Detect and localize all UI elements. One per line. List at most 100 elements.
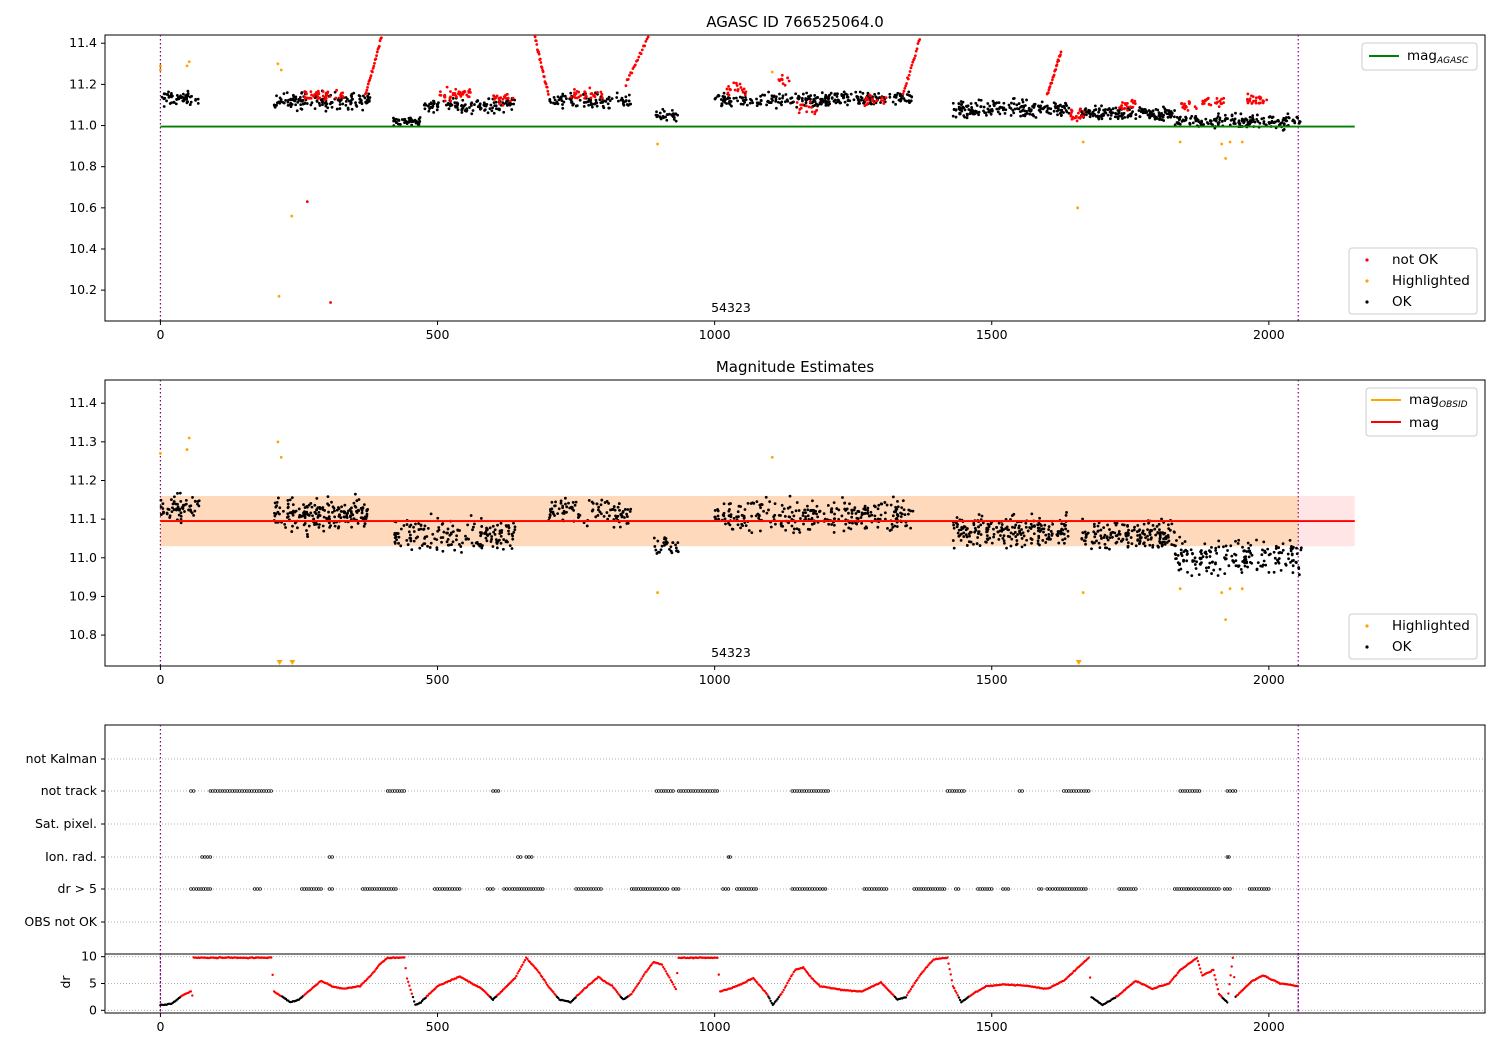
agasc-ytick-label: 10.6 [69, 200, 97, 215]
magnitude-point-ok [596, 513, 600, 517]
dr-point [407, 980, 410, 984]
magnitude-point-ok [1111, 535, 1114, 539]
agasc-point-ok [608, 106, 611, 110]
magnitude-point-ok [1276, 558, 1279, 562]
magnitude-point-ok [333, 515, 337, 519]
agasc-point-ok [404, 119, 408, 123]
dr-point [640, 977, 643, 980]
magnitude-point-ok [450, 543, 453, 546]
agasc-point-not-ok [736, 89, 740, 93]
magnitude-ytick-label: 11.2 [69, 472, 97, 487]
dr-point [595, 977, 599, 980]
magnitude-point-ok [1164, 537, 1168, 541]
agasc-point-ok [321, 100, 324, 104]
agasc-point-ok [970, 106, 974, 109]
magnitude-point-ok [1141, 531, 1144, 535]
agasc-point-ok [832, 99, 836, 103]
agasc-point-ok [1100, 117, 1104, 121]
magnitude-point-ok [1243, 555, 1246, 559]
magnitude-point-ok [855, 516, 859, 520]
agasc-point-not-ok [1047, 88, 1051, 92]
magnitude-point-ok [804, 517, 808, 521]
agasc-point-not-ok [504, 97, 508, 100]
agasc-point-not-ok [541, 70, 545, 74]
agasc-point-ok [661, 107, 665, 111]
agasc-point-ok [175, 93, 179, 97]
magnitude-point-ok [191, 495, 194, 499]
agasc-point-ok [968, 112, 972, 116]
dr-point [189, 990, 193, 993]
agasc-point-ok [273, 105, 277, 109]
agasc-point-not-ok [633, 63, 637, 67]
agasc-point-ok [194, 97, 198, 101]
magnitude-point-ok [490, 535, 494, 538]
magnitude-point-highlighted [1178, 587, 1182, 591]
agasc-point-not-ok [626, 77, 630, 81]
magnitude-point-ok [1126, 524, 1129, 528]
agasc-point-ok [318, 104, 322, 107]
magnitude-point-ok [1000, 527, 1004, 531]
agasc-point-ok [1287, 116, 1291, 119]
magnitude-point-ok [1062, 541, 1066, 545]
magnitude-point-ok [1246, 565, 1249, 569]
agasc-point-ok [854, 90, 858, 94]
dr-point [526, 957, 529, 961]
agasc-point-ok [1101, 112, 1105, 116]
agasc-point-ok [559, 95, 563, 99]
agasc-point-ok [607, 95, 611, 99]
magnitude-point-ok [1193, 556, 1197, 560]
magnitude-point-ok [863, 504, 867, 508]
magnitude-point-ok [179, 517, 183, 521]
agasc-point-ok [1116, 115, 1119, 119]
agasc-point-not-ok [372, 64, 376, 68]
dr-point [630, 992, 633, 996]
magnitude-point-ok [307, 524, 311, 528]
magnitude-point-ok [878, 517, 882, 521]
magnitude-point-ok [1023, 543, 1027, 547]
agasc-point-ok [800, 97, 804, 101]
agasc-point-ok [1017, 102, 1021, 105]
agasc-point-not-ok [1217, 105, 1221, 109]
agasc-point-ok [857, 99, 861, 103]
magnitude-point-ok [1299, 546, 1303, 550]
agasc-point-not-ok [364, 91, 368, 94]
magnitude-point-ok [792, 527, 796, 531]
magnitude-point-ok [1029, 537, 1033, 540]
agasc-point-ok [509, 102, 513, 106]
agasc-point-ok [1021, 98, 1024, 102]
magnitude-point-ok [895, 513, 899, 516]
agasc-point-ok [1121, 117, 1124, 120]
agasc-point-ok [1234, 111, 1237, 115]
agasc-point-ok [1267, 115, 1271, 119]
agasc-point-not-ok [324, 97, 328, 100]
magnitude-point-ok [1015, 539, 1019, 542]
dr-point [790, 975, 793, 978]
dr-point [817, 983, 820, 987]
magnitude-point-ok [1191, 552, 1194, 556]
magnitude-point-ok [769, 525, 773, 529]
agasc-point-not-ok [1050, 81, 1054, 85]
dr-xtick-label: 0 [156, 1019, 164, 1034]
agasc-point-highlighted [1076, 206, 1080, 210]
magnitude-point-ok [273, 511, 276, 515]
agasc-point-ok [816, 104, 819, 108]
agasc-point-ok [409, 117, 413, 121]
magnitude-point-ok [327, 521, 331, 525]
agasc-point-ok [296, 100, 300, 104]
magnitude-point-ok [876, 507, 880, 511]
magnitude-point-ok [1114, 534, 1118, 538]
magnitude-point-ok [810, 516, 814, 520]
magnitude-point-ok [837, 508, 841, 512]
magnitude-point-ok [985, 530, 989, 533]
magnitude-point-ok [500, 528, 504, 532]
dr-point [915, 978, 919, 981]
magnitude-point-ok [1249, 543, 1253, 547]
magnitude-point-ok [551, 510, 555, 514]
agasc-point-not-ok [1059, 53, 1062, 57]
magnitude-point-ok [455, 534, 459, 538]
agasc-point-ok [809, 94, 813, 97]
magnitude-point-ok [1243, 564, 1247, 568]
magnitude-point-ok [832, 523, 836, 527]
magnitude-point-ok [513, 525, 517, 529]
magnitude-point-highlighted [1240, 587, 1244, 591]
